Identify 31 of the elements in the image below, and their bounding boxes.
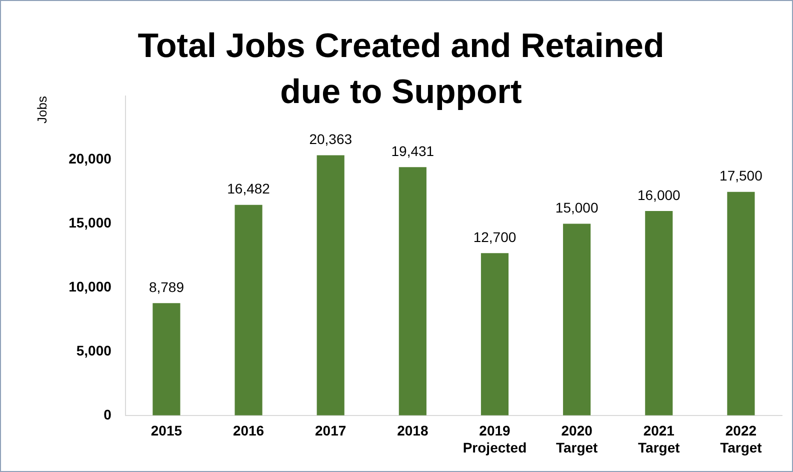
y-tick-label: 10,000 <box>68 278 112 294</box>
x-tick-label: 2017 <box>315 422 346 439</box>
data-label: 12,700 <box>473 229 516 246</box>
bar <box>152 303 180 416</box>
data-label: 16,000 <box>637 186 681 203</box>
x-tick-label: 2016 <box>232 422 264 439</box>
bar <box>398 167 426 416</box>
bar <box>316 155 344 416</box>
x-tick-label: 2020 Target <box>556 422 598 456</box>
data-label: 20,363 <box>309 131 352 148</box>
y-tick-label: 0 <box>104 406 112 422</box>
y-tick-label: 20,000 <box>68 150 112 167</box>
bar <box>563 224 591 416</box>
data-label: 15,000 <box>555 200 598 216</box>
data-label: 19,431 <box>391 143 434 160</box>
x-tick-label: 2015 <box>150 422 182 439</box>
data-label: 16,482 <box>227 180 270 197</box>
bar <box>234 204 262 416</box>
bar <box>727 192 755 416</box>
y-tick-label: 15,000 <box>68 214 112 231</box>
chart-title: Total Jobs Created and Retained due to Support <box>136 26 666 113</box>
y-tick-label: 5,000 <box>76 342 112 358</box>
x-tick-label: 2019 Projected <box>462 422 527 456</box>
x-tick-label: 2022 Target <box>720 422 762 456</box>
x-tick-label: 2018 <box>397 422 428 439</box>
x-tick-label: 2021 Target <box>638 422 680 456</box>
bar <box>645 210 673 416</box>
bar <box>480 253 509 416</box>
y-axis-title: Jobs <box>34 96 50 124</box>
data-label: 8,789 <box>148 278 184 295</box>
data-label: 17,500 <box>720 168 763 184</box>
